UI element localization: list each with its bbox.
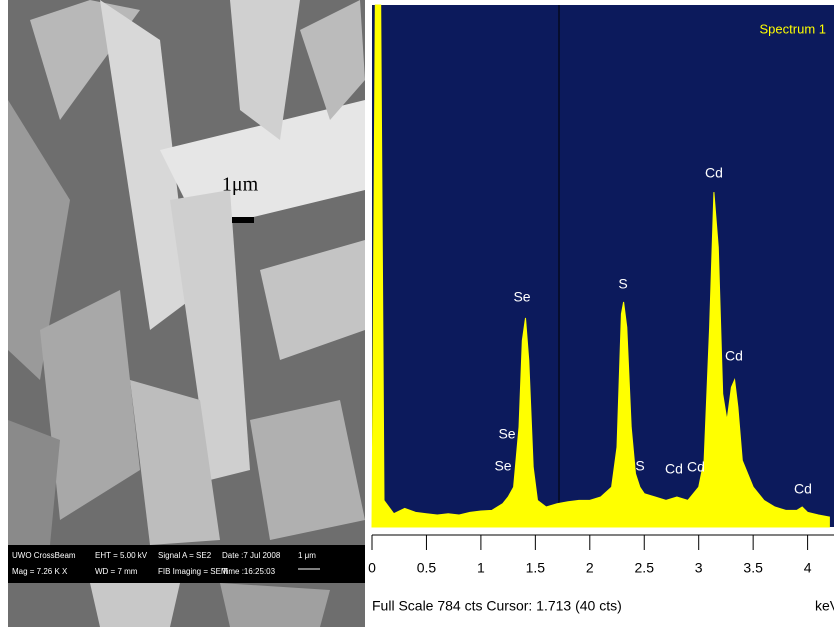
- peak-label: Se: [498, 426, 515, 442]
- peak-label: Cd: [687, 459, 705, 475]
- footer: Full Scale 784 cts Cursor: 1.713 (40 cts…: [372, 598, 622, 614]
- plot-area: [372, 5, 834, 527]
- info-text: Signal A = SE2: [158, 551, 212, 560]
- peak-label: Se: [513, 289, 530, 305]
- info-text: UWO CrossBeam: [12, 551, 76, 560]
- peak-label: Cd: [725, 348, 743, 364]
- info-text: FIB Imaging = SEM: [158, 567, 228, 576]
- chart-title: Spectrum 1: [760, 21, 826, 36]
- x-tick-label: 1.5: [526, 560, 546, 576]
- info-text: EHT = 5.00 kV: [95, 551, 148, 560]
- info-text: Mag = 7.26 K X: [12, 567, 68, 576]
- spectrum: Spectrum 1 Full Scale 784 cts Cursor: 1.…: [368, 5, 834, 614]
- peak-label: Cd: [705, 165, 723, 181]
- peak-label: S: [618, 276, 627, 292]
- sem-image: 1μm: [8, 0, 365, 627]
- info-text: 1 μm: [298, 551, 316, 560]
- x-tick-label: 4: [804, 560, 812, 576]
- peak-label: Se: [494, 458, 511, 474]
- x-tick-label: 3: [695, 560, 703, 576]
- figure: 1μm UWO CrossBeam EHT = 5.00 kV Signal A =…: [0, 0, 834, 627]
- info-text: Time :16:25:03: [222, 567, 276, 576]
- x-tick-label: 2: [586, 560, 594, 576]
- x-tick-label: 0: [368, 560, 376, 576]
- peak-label: S: [635, 458, 644, 474]
- x-tick-label: 3.5: [743, 560, 763, 576]
- peak-label: Cd: [794, 481, 812, 497]
- info-text: Date :7 Jul 2008: [222, 551, 281, 560]
- x-tick-label: 2.5: [635, 560, 655, 576]
- x-axis-label: keV: [815, 598, 834, 614]
- x-tick-label: 1: [477, 560, 485, 576]
- x-tick-label: 0.5: [417, 560, 437, 576]
- info-text: WD = 7 mm: [95, 567, 138, 576]
- peak-label: Cd: [665, 461, 683, 477]
- scale-label: 1μm: [222, 174, 259, 196]
